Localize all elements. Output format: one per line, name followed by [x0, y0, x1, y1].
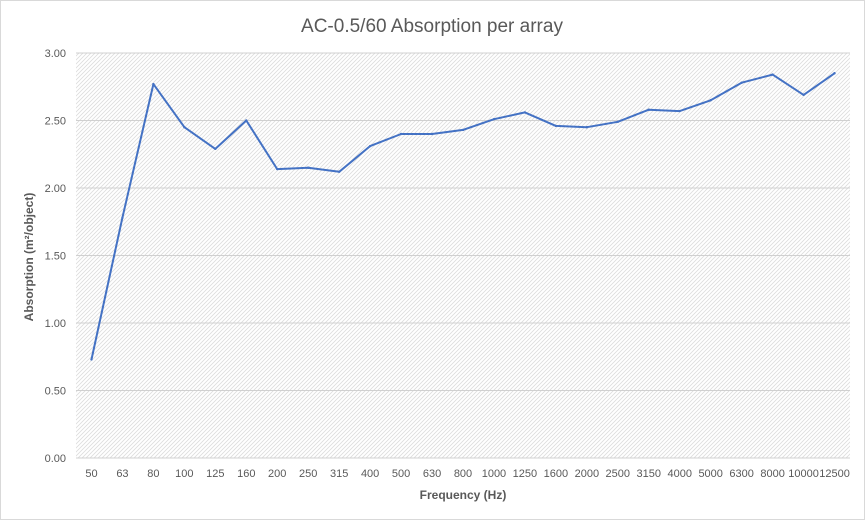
x-tick-label: 250 [299, 468, 317, 480]
data-point [461, 128, 465, 132]
x-tick-label: 200 [268, 468, 286, 480]
y-tick-label: 1.50 [45, 251, 66, 263]
x-tick-label: 2000 [575, 468, 599, 480]
data-point [678, 109, 681, 113]
data-point [771, 73, 774, 76]
x-tick-label: 80 [147, 468, 159, 480]
x-tick-label: 400 [361, 468, 379, 480]
x-tick-label: 63 [116, 468, 128, 480]
x-tick-label: 2500 [606, 468, 630, 480]
data-point [121, 216, 124, 219]
data-point [523, 111, 527, 114]
data-point [585, 126, 589, 129]
x-tick-label: 5000 [698, 468, 722, 480]
data-point [307, 166, 310, 169]
data-point [492, 117, 496, 121]
data-point [554, 124, 558, 128]
y-tick-label: 0.00 [45, 453, 66, 465]
x-tick-label: 4000 [667, 468, 691, 480]
x-tick-label: 630 [423, 468, 441, 480]
x-tick-label: 50 [85, 468, 97, 480]
y-tick-label: 2.50 [45, 116, 66, 128]
x-tick-labels: 50 63 80 100 125 160 200 250 315 400 500 630 800 1000… [85, 468, 849, 480]
y-tick-labels: 0.00 0.50 1.00 1.50 2.00 2.50 3.00 [45, 48, 66, 465]
data-point [616, 120, 619, 124]
x-tick-label: 500 [392, 468, 410, 480]
x-tick-label: 8000 [760, 468, 784, 480]
x-axis-title: Frequency (Hz) [420, 488, 507, 502]
y-tick-label: 1.00 [45, 318, 66, 330]
data-point [368, 144, 372, 148]
data-point [833, 72, 836, 75]
x-tick-label: 10000 [788, 468, 819, 480]
series-group [90, 72, 836, 361]
y-tick-label: 2.00 [45, 183, 66, 195]
x-tick-label: 1000 [482, 468, 506, 480]
x-tick-label: 160 [237, 468, 255, 480]
data-point [276, 167, 279, 171]
data-point [183, 126, 186, 129]
data-point [152, 82, 155, 86]
gridlines [76, 52, 850, 459]
data-point [214, 147, 217, 151]
chart-title: AC-0.5/60 Absorption per array [301, 16, 563, 37]
data-point [647, 108, 650, 111]
y-axis-title: Absorption (m²/object) [22, 193, 36, 322]
x-tick-label: 6300 [729, 468, 753, 480]
y-tick-label: 0.50 [45, 386, 66, 398]
data-point [90, 358, 93, 361]
x-tick-label: 315 [330, 468, 348, 480]
data-point [709, 99, 712, 102]
data-point [802, 93, 805, 97]
x-tick-label: 12500 [819, 468, 850, 480]
x-tick-label: 100 [175, 468, 193, 480]
x-tick-label: 1250 [513, 468, 537, 480]
data-point [430, 132, 434, 136]
x-tick-label: 125 [206, 468, 224, 480]
x-tick-label: 3150 [637, 468, 661, 480]
data-point [245, 119, 248, 122]
data-point [337, 170, 341, 173]
data-point [740, 81, 743, 84]
data-point [399, 132, 403, 136]
x-tick-label: 1600 [544, 468, 568, 480]
y-tick-label: 3.00 [45, 48, 66, 60]
x-tick-label: 800 [454, 468, 472, 480]
